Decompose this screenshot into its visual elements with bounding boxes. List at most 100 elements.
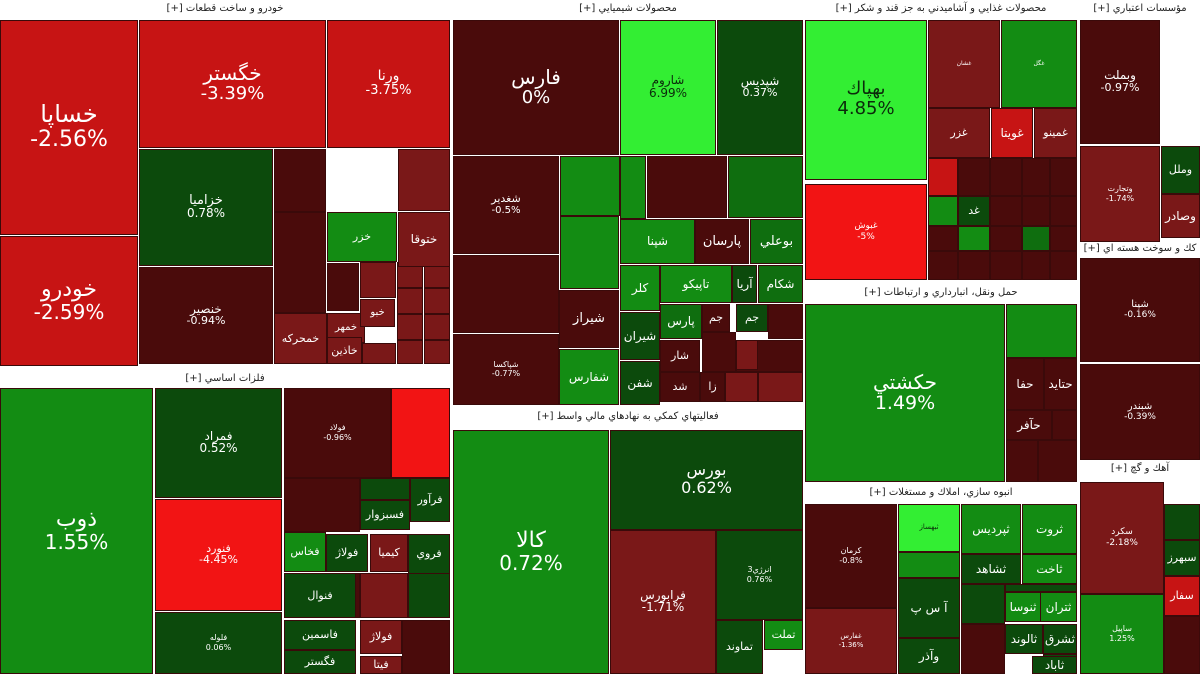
stock-tile[interactable]: وملل bbox=[1161, 146, 1200, 194]
stock-tile[interactable]: غفارس -1.36% bbox=[805, 608, 897, 674]
stock-tile[interactable]: ورنا -3.75% bbox=[327, 20, 450, 148]
minor-stock-tile[interactable] bbox=[647, 156, 727, 218]
minor-stock-tile[interactable] bbox=[728, 156, 803, 218]
minor-stock-tile[interactable] bbox=[1050, 196, 1077, 226]
minor-stock-tile[interactable] bbox=[424, 314, 450, 340]
stock-tile[interactable]: بهپاك 4.85% bbox=[805, 20, 927, 180]
minor-stock-tile[interactable] bbox=[702, 332, 736, 372]
minor-stock-tile[interactable] bbox=[362, 343, 396, 364]
stock-tile[interactable]: شبندر -0.39% bbox=[1080, 364, 1200, 460]
sector-header-food[interactable]: محصولات غذايي و آشاميدني به جز قند و شكر… bbox=[805, 0, 1077, 18]
minor-stock-tile[interactable] bbox=[402, 620, 450, 674]
minor-stock-tile[interactable] bbox=[1006, 304, 1077, 358]
minor-stock-tile[interactable] bbox=[990, 158, 1022, 196]
sector-header-chem[interactable]: محصولات شيميايي [+] bbox=[453, 0, 803, 18]
stock-tile[interactable]: فنوال bbox=[284, 573, 356, 618]
stock-tile[interactable]: شپديس 0.37% bbox=[717, 20, 803, 155]
minor-stock-tile[interactable] bbox=[1164, 616, 1200, 674]
stock-tile[interactable]: وصادر bbox=[1161, 194, 1200, 238]
stock-tile[interactable]: خزر bbox=[327, 212, 397, 262]
minor-stock-tile[interactable] bbox=[1050, 226, 1077, 251]
minor-stock-tile[interactable] bbox=[758, 372, 803, 402]
stock-tile[interactable]: كالا 0.72% bbox=[453, 430, 609, 674]
stock-tile[interactable]: خاذين bbox=[327, 337, 362, 364]
minor-stock-tile[interactable] bbox=[990, 196, 1022, 226]
minor-stock-tile[interactable] bbox=[958, 226, 990, 251]
stock-tile[interactable]: وتجارت -1.74% bbox=[1080, 146, 1160, 242]
minor-stock-tile[interactable] bbox=[1164, 504, 1200, 540]
stock-tile[interactable]: فسبزوار bbox=[360, 500, 410, 530]
sector-header-finance[interactable]: فعاليتهاي كمكي به نهادهاي مالي واسط [+] bbox=[453, 408, 803, 426]
stock-tile[interactable]: آريا bbox=[732, 265, 757, 303]
stock-tile[interactable]: شد bbox=[660, 372, 700, 402]
minor-stock-tile[interactable] bbox=[453, 255, 559, 333]
stock-tile[interactable]: سفار bbox=[1164, 576, 1200, 616]
minor-stock-tile[interactable] bbox=[958, 251, 990, 280]
minor-stock-tile[interactable] bbox=[1038, 440, 1077, 482]
stock-tile[interactable]: شپنا -0.16% bbox=[1080, 258, 1200, 362]
stock-tile[interactable]: ساپيل 1.25% bbox=[1080, 594, 1164, 674]
stock-tile[interactable]: شيران bbox=[620, 312, 660, 360]
stock-tile[interactable]: زا bbox=[700, 372, 725, 402]
stock-tile[interactable]: حتايد bbox=[1044, 358, 1077, 410]
stock-tile[interactable]: حفا bbox=[1006, 358, 1044, 410]
sector-header-nuclear[interactable]: كك و سوخت هسته اي [+] bbox=[1080, 240, 1200, 258]
stock-tile[interactable]: فرابورس -1.71% bbox=[610, 530, 716, 674]
minor-stock-tile[interactable] bbox=[397, 288, 423, 314]
stock-tile[interactable]: حآفر bbox=[1006, 410, 1052, 440]
minor-stock-tile[interactable] bbox=[560, 156, 620, 216]
stock-tile[interactable]: شار bbox=[660, 340, 700, 372]
stock-tile[interactable]: غزر bbox=[928, 108, 990, 158]
minor-stock-tile[interactable] bbox=[1022, 251, 1050, 280]
stock-tile[interactable]: حكشتي 1.49% bbox=[805, 304, 1005, 482]
stock-tile[interactable]: پارس bbox=[660, 304, 702, 339]
stock-tile[interactable]: شغدير -0.5% bbox=[453, 156, 559, 254]
stock-tile[interactable]: پارسان bbox=[695, 219, 749, 264]
minor-stock-tile[interactable] bbox=[424, 288, 450, 314]
stock-tile[interactable]: فولاژ bbox=[360, 620, 402, 654]
stock-tile[interactable]: ثشاهد bbox=[961, 554, 1021, 584]
minor-stock-tile[interactable] bbox=[560, 216, 619, 289]
minor-stock-tile[interactable] bbox=[990, 226, 1022, 251]
stock-tile[interactable]: آ س پ bbox=[898, 578, 960, 638]
stock-tile[interactable]: ثنوسا bbox=[1005, 592, 1041, 622]
stock-tile[interactable]: فمراد 0.52% bbox=[155, 388, 282, 498]
minor-stock-tile[interactable] bbox=[928, 196, 958, 226]
sector-header-lime[interactable]: آهك و گچ [+] bbox=[1080, 460, 1200, 478]
minor-stock-tile[interactable] bbox=[1006, 440, 1038, 482]
stock-tile[interactable]: فولاژ bbox=[326, 534, 368, 572]
minor-stock-tile[interactable] bbox=[397, 314, 423, 340]
stock-tile[interactable]: خودرو -2.59% bbox=[0, 236, 138, 366]
stock-tile[interactable]: ثشرق bbox=[1043, 624, 1077, 654]
minor-stock-tile[interactable] bbox=[768, 304, 803, 339]
stock-tile[interactable]: ثروت bbox=[1022, 504, 1077, 554]
stock-tile[interactable]: شپنا bbox=[620, 219, 695, 264]
stock-tile[interactable]: ذوب 1.55% bbox=[0, 388, 153, 674]
stock-tile[interactable]: كلر bbox=[620, 265, 660, 311]
minor-stock-tile[interactable] bbox=[898, 552, 960, 578]
stock-tile[interactable]: ثاخت bbox=[1022, 554, 1077, 584]
stock-tile[interactable]: شفارس bbox=[559, 349, 619, 405]
stock-tile[interactable]: خبو bbox=[360, 299, 395, 327]
minor-stock-tile[interactable] bbox=[274, 149, 326, 212]
stock-tile[interactable]: فارس 0% bbox=[453, 20, 619, 155]
stock-tile[interactable]: تماوند bbox=[716, 620, 763, 674]
stock-tile[interactable]: فاسمين bbox=[284, 620, 356, 650]
stock-tile[interactable]: ثپرديس bbox=[961, 504, 1021, 554]
minor-stock-tile[interactable] bbox=[397, 340, 423, 364]
minor-stock-tile[interactable] bbox=[928, 226, 958, 251]
minor-stock-tile[interactable] bbox=[961, 624, 1005, 674]
stock-tile[interactable]: ثاباد bbox=[1032, 656, 1077, 674]
minor-stock-tile[interactable] bbox=[360, 478, 410, 500]
minor-stock-tile[interactable] bbox=[391, 388, 450, 478]
minor-stock-tile[interactable] bbox=[725, 372, 758, 402]
minor-stock-tile[interactable] bbox=[274, 212, 326, 313]
stock-tile[interactable]: تاپيكو bbox=[660, 265, 732, 303]
stock-tile[interactable]: ختوقا bbox=[398, 212, 450, 267]
stock-tile[interactable]: ثتران bbox=[1040, 592, 1077, 622]
stock-tile[interactable]: فخاس bbox=[284, 532, 326, 572]
stock-tile[interactable]: غمينو bbox=[1034, 108, 1077, 158]
stock-tile[interactable]: فروي bbox=[408, 534, 450, 574]
stock-tile[interactable]: غويتا bbox=[991, 108, 1033, 158]
minor-stock-tile[interactable] bbox=[620, 156, 646, 219]
